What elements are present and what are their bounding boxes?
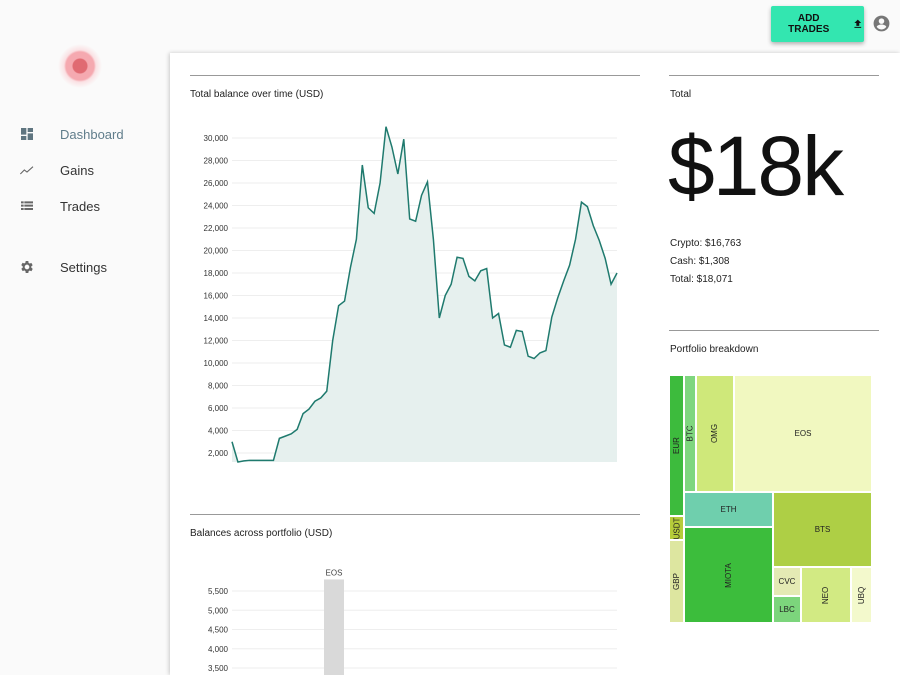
treemap-cell-usdt[interactable]: USDT <box>669 516 684 540</box>
account-circle-icon[interactable] <box>872 14 891 33</box>
portfolio-chart-title: Balances across portfolio (USD) <box>190 528 333 539</box>
add-trades-label: ADD TRADES <box>788 13 830 35</box>
sidebar-item-trades[interactable]: Trades <box>0 188 170 224</box>
breakdown-title: Portfolio breakdown <box>670 344 759 355</box>
y-tick-label: 18,000 <box>204 269 229 278</box>
y-tick-label: 8,000 <box>208 382 229 391</box>
sidebar-item-label: Trades <box>60 198 100 214</box>
divider <box>190 75 640 76</box>
sidebar-item-settings[interactable]: Settings <box>0 249 170 285</box>
trending-icon <box>19 166 34 175</box>
sidebar-item-label: Gains <box>60 162 94 178</box>
divider <box>190 514 640 515</box>
dashboard-icon <box>21 128 33 140</box>
y-tick-label: 24,000 <box>204 202 229 211</box>
y-tick-label: 5,000 <box>208 606 229 615</box>
y-tick-label: 4,500 <box>208 626 229 635</box>
crypto-total: Crypto: $16,763 <box>670 238 742 249</box>
list-icon <box>21 201 33 210</box>
y-tick-label: 14,000 <box>204 314 229 323</box>
bar-label: EOS <box>326 568 343 577</box>
treemap-cell-ubq[interactable]: UBQ <box>851 567 872 623</box>
treemap-cell-miota[interactable]: MIOTA <box>684 527 773 623</box>
cash-total: Cash: $1,308 <box>670 256 730 267</box>
y-tick-label: 30,000 <box>204 134 229 143</box>
treemap-cell-omg[interactable]: OMG <box>696 375 734 492</box>
y-tick-label: 4,000 <box>208 645 229 654</box>
treemap-cell-eos[interactable]: EOS <box>734 375 872 492</box>
sidebar-item-dashboard[interactable]: Dashboard <box>0 116 170 152</box>
y-tick-label: 16,000 <box>204 292 229 301</box>
treemap-cell-eur[interactable]: EUR <box>669 375 684 516</box>
sidebar-item-label: Settings <box>60 259 107 275</box>
divider <box>669 75 879 76</box>
treemap-cell-eth[interactable]: ETH <box>684 492 773 527</box>
treemap-cell-neo[interactable]: NEO <box>801 567 851 623</box>
total-title: Total <box>670 89 692 100</box>
area-fill <box>232 126 617 462</box>
treemap-cell-btc[interactable]: BTC <box>684 375 696 492</box>
y-tick-label: 3,500 <box>208 664 229 673</box>
divider <box>669 330 879 331</box>
y-tick-label: 6,000 <box>208 404 229 413</box>
treemap-cell-gbp[interactable]: GBP <box>669 540 684 623</box>
balance-area-chart: 2,000 4,000 6,000 8,000 10,000 12,000 14,000 16… <box>204 126 618 463</box>
balance-chart-title: Total balance over time (USD) <box>190 89 324 100</box>
y-tick-label: 28,000 <box>204 157 229 166</box>
bar-eos <box>324 579 344 675</box>
add-trades-button[interactable]: ADD TRADES <box>771 6 864 42</box>
upload-icon <box>854 19 862 28</box>
sidebar-item-label: Dashboard <box>60 126 124 142</box>
gear-icon <box>21 261 33 273</box>
treemap-cell-cvc[interactable]: CVC <box>773 567 801 596</box>
treemap-cell-lbc[interactable]: LBC <box>773 596 801 623</box>
y-tick-label: 20,000 <box>204 247 229 256</box>
overall-total: Total: $18,071 <box>670 274 733 285</box>
y-tick-label: 10,000 <box>204 359 229 368</box>
app-logo[interactable] <box>58 44 102 88</box>
y-tick-label: 5,500 <box>208 587 229 596</box>
y-tick-label: 4,000 <box>208 427 229 436</box>
y-tick-label: 26,000 <box>204 179 229 188</box>
y-tick-label: 2,000 <box>208 449 229 458</box>
sidebar-item-gains[interactable]: Gains <box>0 152 170 188</box>
y-tick-label: 22,000 <box>204 224 229 233</box>
balance-line <box>231 126 618 463</box>
total-big-value: $18k <box>668 119 844 213</box>
treemap-cell-bts[interactable]: BTS <box>773 492 872 567</box>
portfolio-bar-chart: 3,500 4,000 4,500 5,000 5,500 EOS <box>208 568 617 675</box>
y-tick-label: 12,000 <box>204 337 229 346</box>
